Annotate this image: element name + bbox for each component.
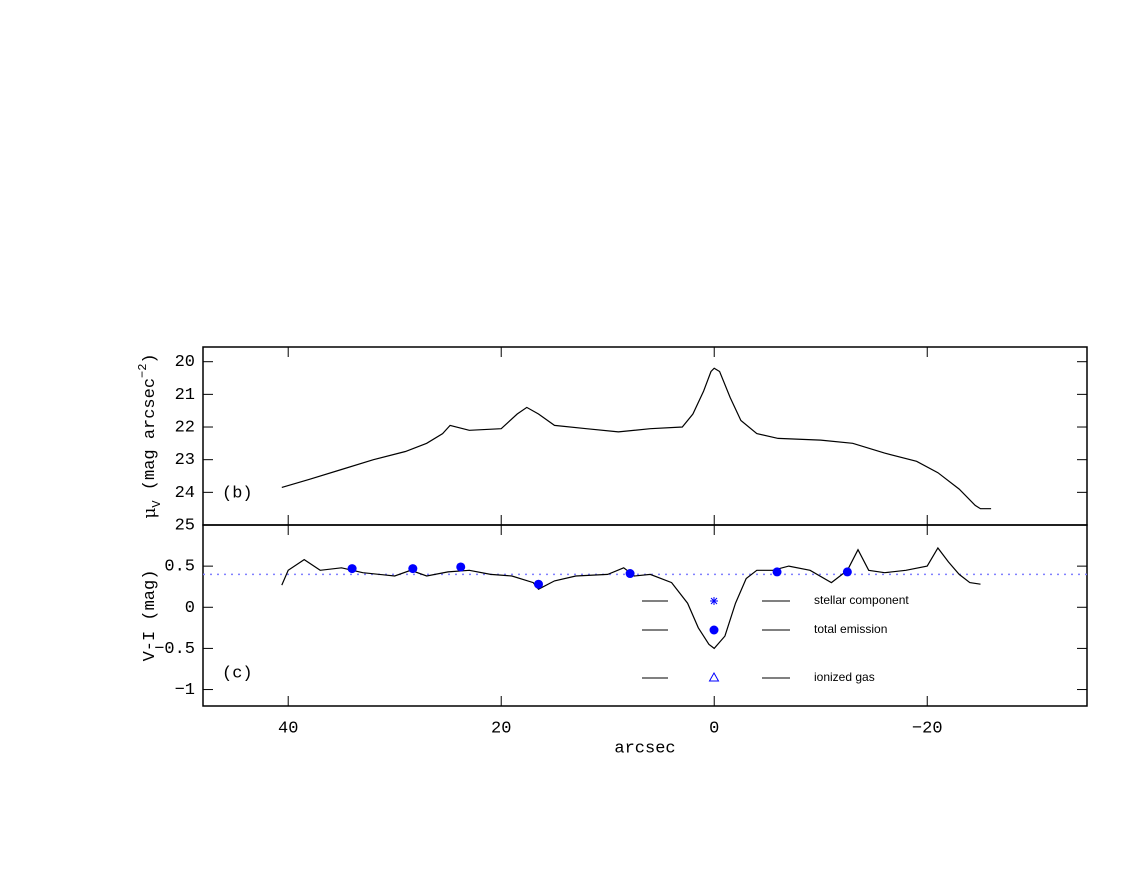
panel-label: (b) [222,484,253,503]
y-tick-label: 20 [175,353,195,372]
y-tick-label: 25 [175,516,195,535]
data-point [456,562,466,572]
y-axis-label-part: (mag arcsec [141,378,160,500]
x-tick-label: 40 [278,719,298,738]
data-point [408,564,418,574]
x-axis-label: arcsec [614,739,675,758]
data-point [347,564,357,574]
panel-label: (c) [222,664,253,683]
y-axis-label-part: ) [141,353,160,363]
y-tick-label: −0.5 [154,640,195,659]
profile-line [281,546,981,650]
asterisk-symbol [710,597,718,605]
dot-symbol [709,625,719,635]
x-tick-label: −20 [912,719,943,738]
y-tick-label: 0 [185,599,195,618]
data-point [842,567,852,577]
y-axis-label-part: V-I (mag) [141,570,160,662]
data-point [533,579,543,589]
data-point [772,567,782,577]
y-axis-label: V-I (mag) [141,570,160,662]
x-tick-label: 20 [491,719,511,738]
plot-frame [202,524,1088,707]
x-tick-label: 0 [709,719,719,738]
plot-frame [202,346,1088,526]
legend-symbols [642,597,790,682]
legend-label: total emission [814,622,887,636]
legend-label: ionized gas [814,670,875,684]
y-tick-label: −1 [175,681,195,700]
triangle-symbol [708,671,720,682]
y-tick-label: 0.5 [164,558,195,577]
y-tick-label: 24 [175,484,195,503]
y-tick-label: 21 [175,386,195,405]
y-axis-label-part: V [150,500,164,508]
data-point [625,569,635,579]
y-axis-label-part: −2 [136,364,150,378]
y-tick-label: 23 [175,451,195,470]
profile-line [281,367,992,510]
y-axis-label: μV (mag arcsec−2) [136,353,164,518]
y-tick-label: 22 [175,419,195,438]
y-axis-label-part: μ [140,508,160,519]
legend-label: stellar component [814,593,909,607]
